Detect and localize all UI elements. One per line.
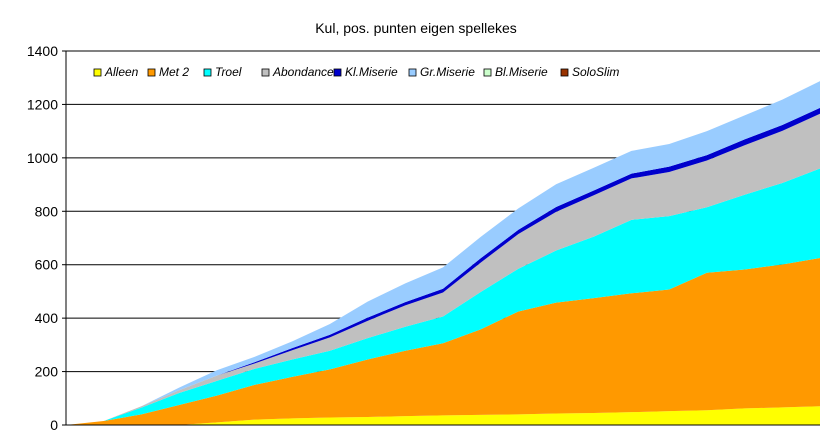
y-tick-label-800: 800 [35,203,59,219]
legend-swatch-alleen [93,68,102,77]
area-alleen [66,406,820,425]
legend-label-soloslim: SoloSlim [572,65,619,79]
legend-swatch-met-2 [147,68,156,77]
y-tick-label-600: 600 [35,257,59,273]
y-tick-label-1000: 1000 [27,150,58,166]
legend-swatch-kl-miserie [333,68,342,77]
area-kl-miserie [66,107,820,425]
legend-label-met-2: Met 2 [159,65,189,79]
area-met-2 [66,258,820,425]
y-tick-label-1200: 1200 [27,96,58,112]
y-tick-label-1400: 1400 [27,43,58,59]
axes [65,51,820,426]
y-tick-label-200: 200 [35,364,59,380]
stacked-areas [66,81,820,426]
legend-label-kl-miserie: Kl.Miserie [345,65,398,79]
legend-label-gr-miserie: Gr.Miserie [420,65,475,79]
legend-swatch-bl-miserie [483,68,492,77]
legend: Alleen Met 2 Troel Abondance Kl.Miserie Gr.Mi… [93,65,619,79]
area-gr-miserie [66,81,820,426]
legend-swatch-abondance [261,68,270,77]
y-axis-ticks: 0 200 400 600 800 1000 1200 1400 [27,43,66,433]
legend-swatch-soloslim [560,68,569,77]
chart-title: Kul, pos. punten eigen spellekes [315,20,517,36]
area-troel [66,168,820,426]
legend-label-troel: Troel [215,65,242,79]
legend-swatch-gr-miserie [408,68,417,77]
legend-label-alleen: Alleen [104,65,139,79]
area-abondance [66,113,820,426]
y-tick-label-400: 400 [35,310,59,326]
legend-label-abondance: Abondance [272,65,334,79]
legend-swatch-troel [203,68,212,77]
legend-label-bl-miserie: Bl.Miserie [495,65,548,79]
y-tick-label-0: 0 [50,417,58,433]
